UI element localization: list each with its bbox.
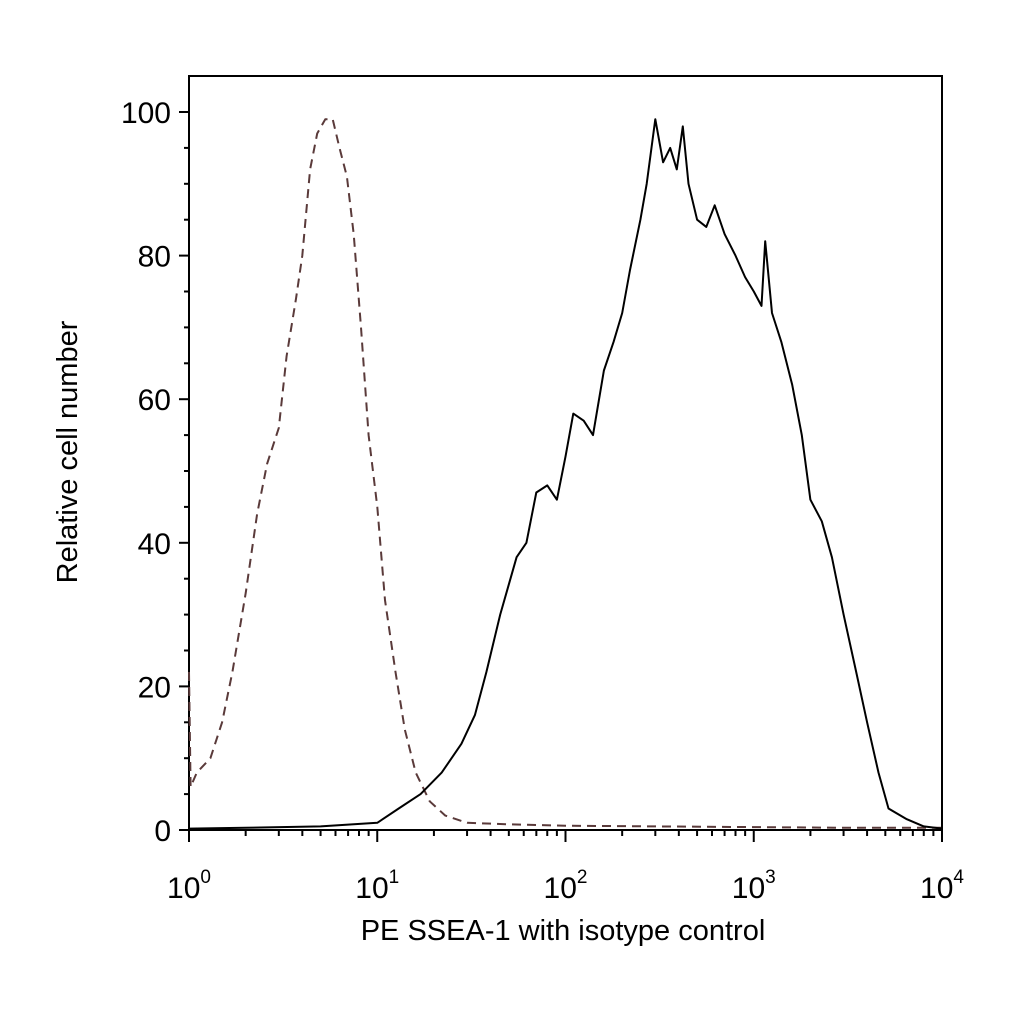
y-axis-title: Relative cell number [52,320,84,583]
series-layer [188,118,943,830]
x-tick-label: 102 [544,867,588,905]
x-tick-label: 100 [167,867,211,905]
pe-ssea1-line [188,118,943,830]
y-tick-label: 100 [121,97,171,130]
y-tick-label: 0 [154,815,171,848]
y-tick-label: 40 [138,528,171,561]
x-tick-label: 101 [355,867,399,905]
y-tick-label: 60 [138,384,171,417]
y-axis-ticks: 0 20 40 60 80 100 [121,97,189,848]
x-tick-label: 104 [920,867,964,905]
isotype-control-line [188,118,942,829]
y-tick-label: 20 [138,671,171,704]
x-tick-label: 103 [732,867,776,905]
y-tick-label: 80 [138,241,171,274]
x-axis-title: PE SSEA-1 with isotype control [361,915,766,947]
x-axis-ticks: 100 101 102 103 104 [167,830,964,905]
